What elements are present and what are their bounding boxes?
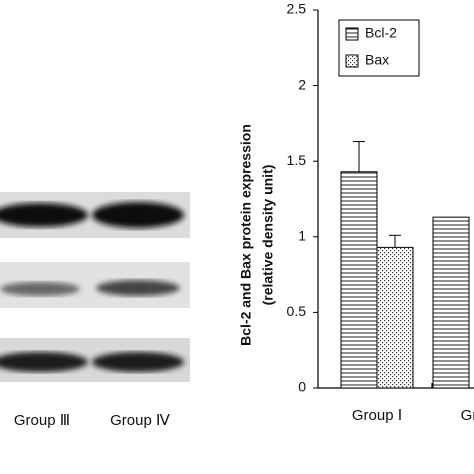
bar [376, 246, 414, 389]
y-axis-label: Bcl-2 and Bax protein expression [238, 124, 254, 346]
legend-swatch [345, 27, 359, 41]
legend-label: Bcl-2 [365, 25, 397, 41]
legend-swatch [345, 54, 359, 68]
y-tick-label: 1 [298, 228, 306, 244]
band [96, 280, 180, 296]
lane-label: Group Ⅲ [14, 412, 70, 429]
y-axis-label: (relative density unit) [260, 165, 276, 306]
y-tick-label: 0.5 [287, 303, 307, 319]
y-tick-label: 1.5 [287, 152, 307, 168]
y-tick-label: 2 [298, 76, 306, 92]
y-tick-label: 0 [298, 379, 306, 395]
band [0, 282, 80, 296]
band [0, 352, 88, 372]
band [0, 203, 88, 227]
bar [340, 171, 378, 389]
y-tick-label: 2.5 [287, 1, 307, 17]
legend-label: Bax [365, 52, 389, 68]
lane-label: Group Ⅳ [110, 412, 170, 429]
blot: Group Ⅲ Group Ⅳ [0, 192, 190, 429]
band [92, 352, 184, 372]
band [92, 202, 184, 228]
x-tick-label: Gr [461, 407, 474, 424]
bar [432, 216, 470, 389]
x-tick-label: Group Ⅰ [352, 407, 402, 424]
